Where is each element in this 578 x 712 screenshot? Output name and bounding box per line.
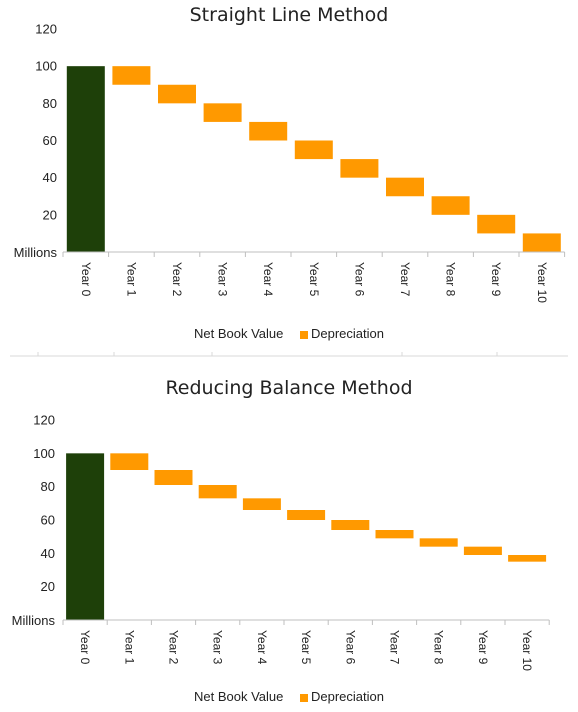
- chart1-bar-depreciation: [249, 121, 288, 141]
- chart1-bar-depreciation: [294, 140, 333, 160]
- chart2-category-label: Year 4: [255, 630, 269, 665]
- chart1-bar-depreciation: [431, 196, 470, 215]
- chart1-bar-depreciation: [522, 233, 561, 252]
- chart1-bar-depreciation: [203, 103, 242, 122]
- chart2-y-tick-label: 100: [33, 446, 55, 461]
- chart2-legend-swatch-depreciation: [300, 694, 308, 702]
- chart1-bar-depreciation: [477, 214, 516, 234]
- chart2-y-tick-label: 20: [41, 579, 55, 594]
- chart2-bar-depreciation: [198, 485, 237, 499]
- chart1-category-label: Year 5: [307, 262, 321, 297]
- chart1-legend-label-depreciation: Depreciation: [311, 326, 384, 341]
- chart2-y-axis-label: Millions: [12, 613, 56, 628]
- chart1-category-label: Year 7: [398, 262, 412, 297]
- chart2-category-label: Year 6: [343, 630, 357, 665]
- chart2-bar-depreciation: [419, 538, 458, 547]
- chart1-bar-depreciation: [340, 159, 379, 178]
- chart2-category-label: Year 9: [476, 630, 490, 665]
- chart2-bar-net-book-value: [66, 453, 105, 620]
- chart1-legend-swatch-depreciation: [300, 331, 308, 339]
- chart2-category-label: Year 5: [299, 630, 313, 665]
- chart2-category-label: Year 10: [520, 630, 534, 671]
- chart1-bar-net-book-value: [66, 66, 105, 253]
- chart1-category-label: Year 2: [170, 262, 184, 297]
- chart1-group: Straight Line Method 20 40 60 80 100 120 Millio…: [10, 4, 568, 357]
- chart2-category-label: Year 7: [388, 630, 402, 665]
- chart2-bar-depreciation: [331, 520, 370, 530]
- chart2-bar-depreciation: [287, 510, 326, 520]
- chart2-category-label: Year 8: [432, 630, 446, 665]
- chart1-legend-label-net-book-value: Net Book Value: [194, 326, 283, 341]
- chart1-y-tick-label: 40: [43, 170, 57, 185]
- chart1-y-tick-label: 120: [35, 22, 57, 37]
- chart1-category-label: Year 6: [352, 262, 366, 297]
- chart2-bar-depreciation: [463, 546, 502, 555]
- chart2-legend-label-net-book-value: Net Book Value: [194, 689, 283, 704]
- chart2-category-label: Year 0: [78, 630, 92, 665]
- chart2-legend-label-depreciation: Depreciation: [311, 689, 384, 704]
- chart2-category-label: Year 3: [211, 630, 225, 665]
- chart1-bar-depreciation: [158, 84, 196, 104]
- chart2-y-tick-label: 40: [41, 546, 55, 561]
- chart1-category-label: Year 0: [79, 262, 93, 297]
- chart2-bar-depreciation: [375, 530, 414, 539]
- chart2-category-label: Year 2: [167, 630, 181, 665]
- chart1-y-axis-label: Millions: [14, 245, 58, 260]
- chart2-bar-depreciation: [154, 470, 193, 485]
- chart2-legend: Net Book Value Depreciation: [194, 689, 384, 704]
- chart2-bar-depreciation: [242, 498, 281, 510]
- chart2-y-tick-label: 80: [41, 479, 55, 494]
- chart2-group: Reducing Balance Method 20 40 60 80 100 120 Mil…: [12, 377, 550, 704]
- chart1-category-label: Year 9: [489, 262, 503, 297]
- chart2-y-tick-label: 60: [41, 513, 55, 528]
- chart1-category-label: Year 3: [216, 262, 230, 297]
- chart1-bar-depreciation: [386, 177, 424, 197]
- chart1-legend: Net Book Value Depreciation: [194, 326, 384, 341]
- chart1-category-label: Year 1: [124, 262, 138, 297]
- chart1-category-label: Year 4: [261, 262, 275, 297]
- chart1-y-tick-label: 20: [43, 207, 57, 222]
- chart2-y-tick-label: 120: [33, 413, 55, 428]
- chart2-bar-depreciation: [110, 453, 149, 470]
- chart1-category-label: Year 8: [444, 262, 458, 297]
- chart1-bar-depreciation: [112, 66, 151, 85]
- chart1-y-tick-label: 60: [43, 133, 57, 148]
- chart1-y-tick-label: 100: [35, 59, 57, 74]
- chart2-category-label: Year 1: [122, 630, 136, 665]
- chart1-y-tick-label: 80: [43, 96, 57, 111]
- chart2-bar-depreciation: [508, 555, 547, 562]
- chart1-title: Straight Line Method: [190, 4, 389, 26]
- chart1-category-label: Year 10: [535, 262, 549, 303]
- chart2-title: Reducing Balance Method: [165, 377, 412, 399]
